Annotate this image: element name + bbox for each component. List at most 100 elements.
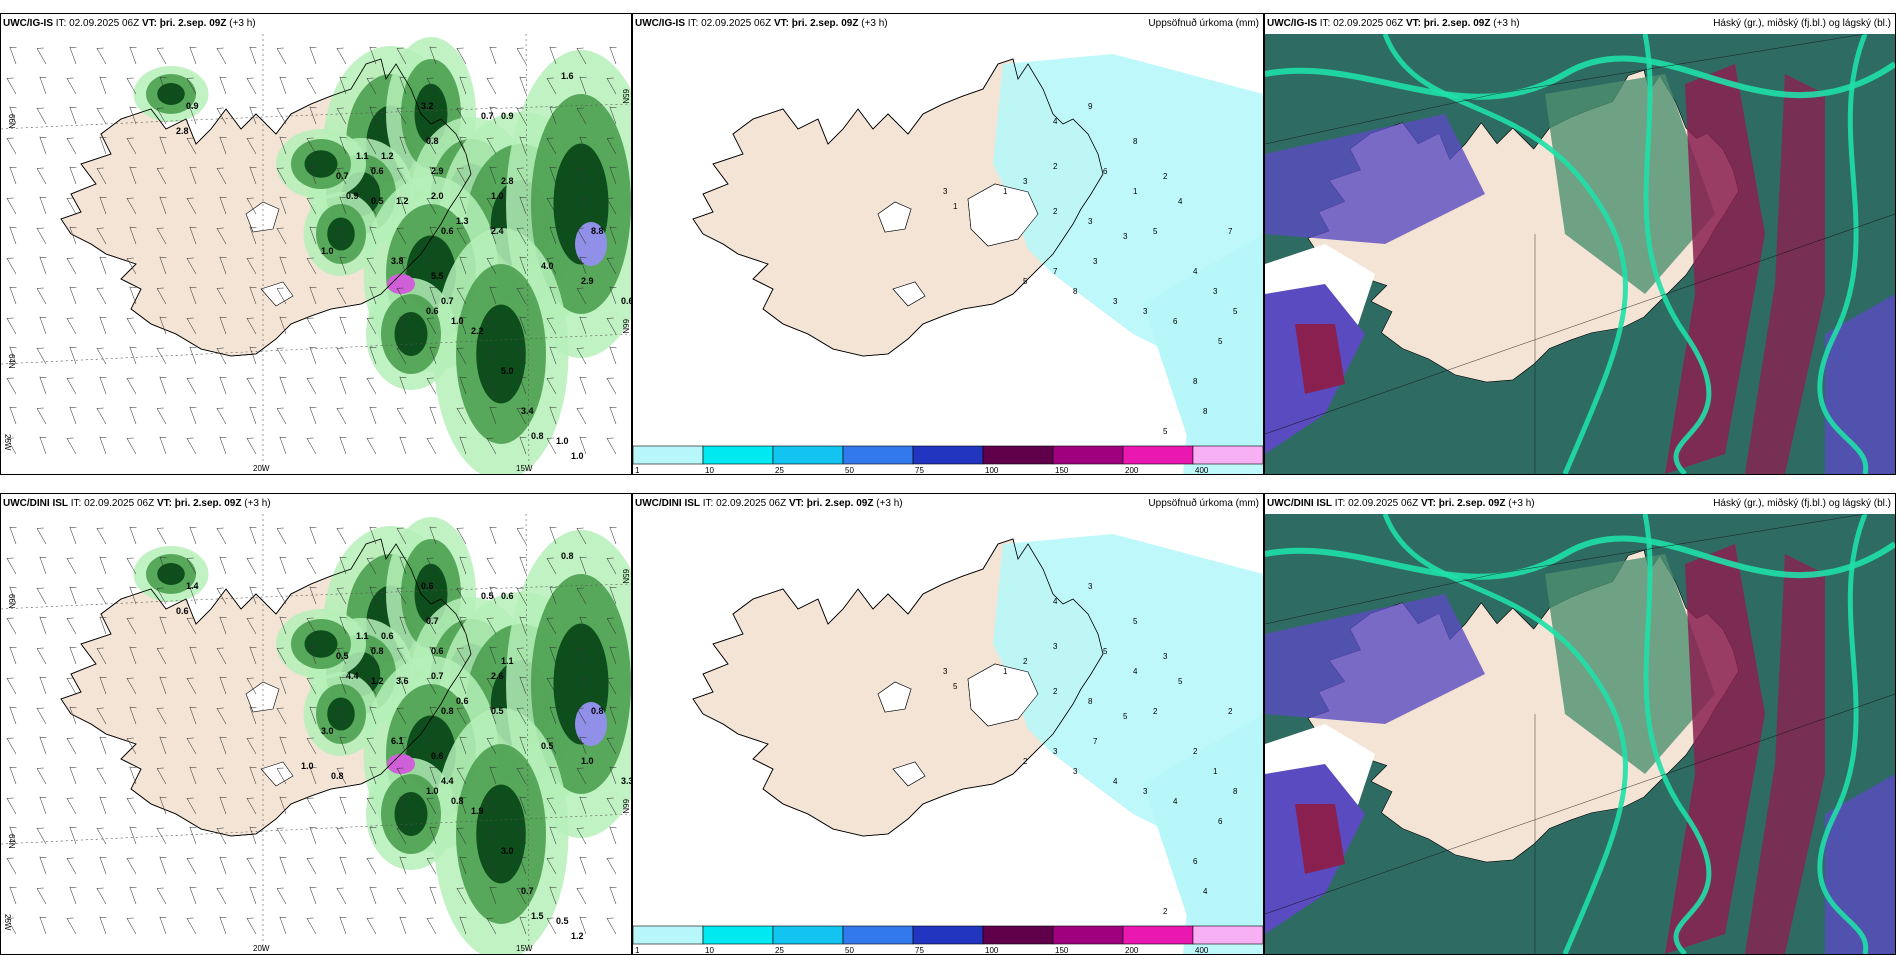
it-label: IT:	[1319, 18, 1331, 29]
panel-header: UWC/DINI ISL IT: 02.09.2025 06Z VT: þri.…	[1267, 498, 1535, 509]
wind-barb	[579, 616, 587, 635]
colorbar-swatch	[982, 445, 1054, 465]
wind-barb	[399, 916, 407, 935]
wind-barb	[216, 827, 227, 845]
model-name: UWC/DINI ISL	[1267, 498, 1332, 509]
coastline	[60, 538, 472, 837]
wind-barb	[306, 317, 317, 335]
lon-label: 20W	[253, 464, 270, 473]
wind-barb	[6, 137, 17, 155]
wind-barb	[129, 586, 137, 605]
wind-barb	[546, 257, 557, 275]
colorbar-swatch	[1192, 445, 1263, 465]
wind-barb	[339, 616, 347, 635]
lon-label: 15W	[516, 464, 533, 473]
wind-barb	[339, 256, 347, 275]
valid-time: þri. 2.sep. 09Z	[791, 18, 859, 29]
wind-barb	[456, 287, 467, 305]
wind-barb	[189, 766, 197, 785]
precip-value: 0.6	[431, 751, 444, 761]
precip-value: 0.6	[431, 646, 444, 656]
wind-barb	[309, 766, 317, 785]
wind-barb	[9, 706, 17, 725]
precip-value: 1.9	[471, 806, 484, 816]
wind-barb	[399, 436, 407, 455]
glacier	[260, 281, 294, 307]
wind-barb	[9, 646, 17, 665]
wind-barb	[606, 377, 617, 395]
wind-barb	[399, 76, 407, 95]
wind-barb	[399, 676, 407, 695]
cloud-low	[1265, 114, 1485, 244]
wind-barb	[156, 347, 167, 365]
precip-value: 2.6	[491, 671, 504, 681]
wind-barb	[339, 316, 347, 335]
wind-barb	[276, 107, 287, 125]
wind-barb	[369, 586, 377, 605]
colorbar-tick: 100	[985, 466, 999, 474]
valid-time: þri. 2.sep. 09Z	[1438, 498, 1506, 509]
wind-barb	[339, 856, 347, 875]
wind-barb	[396, 707, 407, 725]
wind-barb	[609, 346, 617, 365]
wind-barb	[69, 46, 77, 65]
wind-barb	[39, 736, 47, 755]
lat-label: 65N	[621, 569, 630, 584]
accum-field	[993, 534, 1263, 954]
wind-barb	[156, 167, 167, 185]
wind-barb	[579, 916, 587, 935]
accum-value: 6	[1193, 857, 1198, 866]
wind-barb	[366, 377, 377, 395]
wind-barb	[99, 136, 107, 155]
wind-barb	[69, 106, 77, 125]
accum-value: 4	[1203, 887, 1208, 896]
wind-barb	[426, 77, 437, 95]
wind-barb	[429, 346, 437, 365]
panel-igis-accum: UWC/IG-IS IT: 02.09.2025 06Z VT: þri. 2.…	[632, 13, 1264, 475]
wind-barb	[546, 737, 557, 755]
wind-barb	[576, 47, 587, 65]
wind-barb	[336, 407, 347, 425]
accum-area	[1143, 714, 1263, 934]
wind-barb	[36, 107, 47, 125]
wind-barb	[69, 646, 77, 665]
wind-barb	[276, 707, 287, 725]
it-label: IT:	[55, 18, 67, 29]
wind-barb	[126, 377, 137, 395]
wind-barb	[249, 286, 257, 305]
colorbar-tick: 400	[1195, 946, 1209, 954]
wind-barb	[6, 917, 17, 935]
wind-barb	[186, 677, 197, 695]
wind-barb	[519, 316, 527, 335]
wind-barb	[456, 647, 467, 665]
wind-barb	[216, 227, 227, 245]
panel-dini-precip-wind: UWC/DINI ISL IT: 02.09.2025 06Z VT: þri.…	[0, 493, 632, 955]
wind-barb	[396, 347, 407, 365]
wind-barb	[489, 406, 497, 425]
cloud-edge	[1642, 34, 1712, 474]
wind-barb	[606, 77, 617, 95]
wind-barb	[9, 406, 17, 425]
wind-barb	[486, 257, 497, 275]
lon-label: 25W	[3, 914, 12, 931]
wind-barb	[219, 616, 227, 635]
precip-value: 2.4	[491, 226, 504, 236]
init-time: 02.09.2025 06Z	[69, 18, 140, 29]
precip-value: 0.6	[176, 606, 189, 616]
precip-value: 0.8	[591, 706, 604, 716]
wind-barb	[279, 556, 287, 575]
lat-gridline	[1, 333, 631, 365]
wind-barb	[129, 406, 137, 425]
precip-value: 1.4	[186, 581, 199, 591]
wind-barb	[339, 376, 347, 395]
wind-barb	[486, 917, 497, 935]
vt-label: VT:	[141, 18, 157, 29]
wind-barb	[369, 766, 377, 785]
accum-value: 3	[1053, 642, 1058, 651]
colorbar-tick: 50	[845, 466, 854, 474]
wind-barb	[486, 437, 497, 455]
wind-barb	[339, 796, 347, 815]
wind-barb	[126, 137, 137, 155]
wind-barb	[309, 226, 317, 245]
